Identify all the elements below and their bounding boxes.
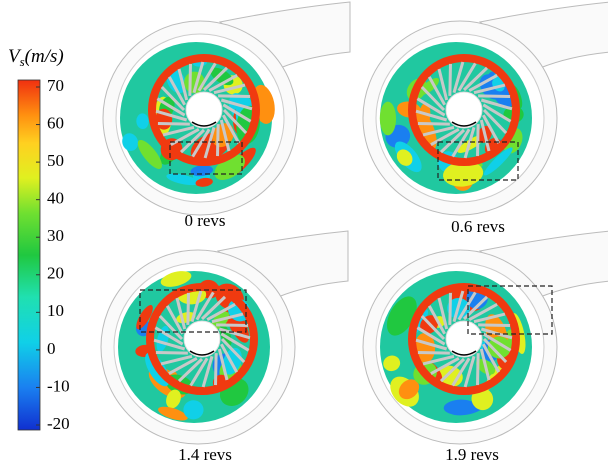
colorbar-tick-label: 20: [47, 264, 64, 283]
impeller-blade: [478, 124, 479, 156]
volute-panel: 1.4 revs: [101, 231, 348, 464]
panel-label: 0.6 revs: [451, 217, 505, 236]
colorbar-tick-label: -10: [47, 376, 70, 395]
impeller-blade: [418, 124, 450, 125]
impeller-blade: [450, 293, 451, 325]
panel-label: 0 revs: [184, 211, 225, 230]
impeller-blade: [478, 325, 510, 326]
colorbar-tick-label: 0: [47, 339, 56, 358]
flow-patch: [183, 400, 203, 419]
impeller-blade: [188, 293, 189, 325]
impeller-blade: [216, 353, 217, 385]
volute-panel: 0.6 revs: [363, 2, 608, 236]
impeller-blade: [190, 64, 191, 96]
volute-panel: 1.9 revs: [363, 231, 608, 464]
impeller-blade: [218, 124, 219, 156]
hub: [446, 92, 482, 128]
volute-panel: 0 revs: [103, 2, 350, 230]
hub: [186, 92, 222, 128]
colorbar-tick-label: 30: [47, 226, 64, 245]
figure: Vs(m/s) 70 60 50 40 30 20 10 0 -10 -20 0 revs 0.6 r…: [0, 0, 608, 471]
colorbar: [18, 80, 40, 430]
colorbar-tick-label: 60: [47, 113, 64, 132]
impeller-blade: [216, 325, 248, 326]
hub: [184, 321, 220, 357]
impeller-blade: [478, 96, 510, 97]
colorbar-title: Vs(m/s): [8, 46, 64, 69]
impeller-blade: [218, 96, 250, 97]
impeller-blade: [478, 353, 479, 385]
panel-label: 1.9 revs: [445, 445, 499, 464]
colorbar-tick-label: 10: [47, 301, 64, 320]
colorbar-tick-label: 70: [47, 76, 64, 95]
impeller-blade: [158, 124, 190, 125]
panel-label: 1.4 revs: [178, 445, 232, 464]
impeller-blade: [418, 353, 450, 354]
colorbar-tick-label: 40: [47, 189, 64, 208]
hub: [446, 321, 482, 357]
colorbar-tick-label: -20: [47, 414, 70, 433]
impeller-blade: [450, 64, 451, 96]
colorbar-tick-label: 50: [47, 151, 64, 170]
impeller-blade: [156, 353, 188, 354]
